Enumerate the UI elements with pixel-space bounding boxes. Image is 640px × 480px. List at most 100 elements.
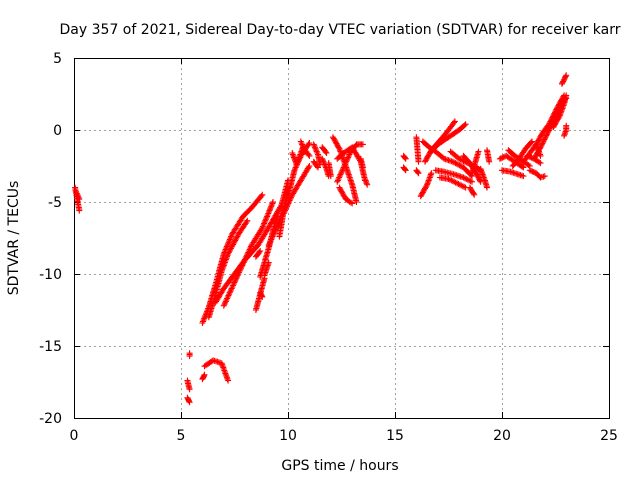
data-point: [258, 226, 265, 233]
data-point: [341, 163, 348, 169]
data-point: [557, 109, 564, 116]
data-point: [526, 167, 533, 174]
data-point: [260, 222, 267, 228]
data-point: [535, 148, 542, 155]
data-point: [553, 119, 560, 125]
data-point: [364, 181, 371, 188]
data-point: [535, 137, 542, 144]
data-point: [537, 160, 544, 167]
data-point: [555, 115, 562, 122]
data-point: [334, 178, 341, 185]
data-point: [219, 265, 226, 272]
data-point: [543, 131, 550, 138]
data-point: [542, 135, 548, 142]
data-point: [305, 141, 312, 148]
data-point: [332, 138, 339, 144]
x-tick-label: 25: [600, 428, 618, 444]
data-point: [258, 193, 265, 199]
data-point: [223, 296, 230, 303]
y-tick-label: -5: [48, 195, 62, 211]
data-point: [241, 256, 248, 263]
data-point: [402, 167, 409, 174]
data-point: [186, 398, 192, 405]
data-point: [225, 249, 232, 256]
data-point: [449, 158, 456, 165]
data-point: [297, 150, 304, 156]
data-point: [231, 238, 238, 245]
data-point: [536, 136, 543, 143]
data-point: [454, 180, 461, 187]
series-arc-c: [310, 134, 371, 207]
data-point: [227, 246, 234, 253]
data-point: [73, 190, 80, 197]
x-axis-label: GPS time / hours: [281, 458, 398, 474]
data-point: [456, 162, 463, 169]
data-point: [246, 246, 253, 253]
data-point: [230, 240, 237, 247]
data-point: [339, 189, 346, 196]
data-point: [289, 151, 296, 158]
data-point: [244, 250, 251, 257]
data-point: [556, 113, 563, 120]
data-point: [241, 258, 248, 264]
data-point: [233, 275, 240, 282]
y-tick-label: -10: [39, 267, 62, 283]
data-point: [306, 152, 313, 159]
data-point: [415, 158, 422, 165]
data-point: [563, 72, 570, 79]
data-point: [262, 217, 269, 224]
data-point: [238, 263, 245, 270]
data-point: [455, 161, 462, 168]
data-point: [448, 177, 455, 184]
data-point: [349, 200, 356, 207]
plot-frame: [74, 58, 610, 419]
data-point: [353, 199, 360, 205]
data-point: [228, 285, 235, 292]
data-point: [274, 213, 281, 220]
data-point: [422, 158, 428, 165]
data-point: [264, 213, 271, 220]
data-point: [545, 128, 552, 135]
data-point: [461, 183, 468, 190]
data-point: [362, 176, 368, 182]
data-point: [418, 192, 425, 198]
data-point: [244, 217, 251, 224]
data-point: [225, 250, 232, 257]
y-tick-label: -20: [39, 411, 62, 427]
data-point: [415, 170, 422, 177]
data-point: [336, 184, 343, 191]
data-point: [498, 155, 505, 162]
data-point: [269, 200, 276, 207]
data-point: [222, 299, 229, 306]
x-tick-label: 0: [70, 428, 79, 444]
data-point: [343, 157, 350, 164]
data-point: [267, 206, 273, 213]
x-tick-label: 5: [177, 428, 186, 444]
data-point: [546, 126, 553, 133]
data-point: [337, 171, 344, 178]
data-point: [541, 173, 548, 180]
chart-title: Day 357 of 2021, Sidereal Day-to-day VTE…: [60, 22, 621, 38]
data-point: [422, 184, 429, 191]
series-start: [72, 184, 83, 214]
data-point: [235, 271, 242, 277]
data-point: [363, 180, 370, 187]
data-point: [319, 155, 326, 162]
data-point: [529, 138, 535, 145]
data-point: [470, 190, 477, 197]
data-point: [227, 235, 234, 241]
data-point: [562, 129, 569, 136]
data-point: [547, 124, 554, 131]
data-point: [461, 122, 468, 129]
data-point: [344, 155, 351, 162]
data-point: [259, 294, 266, 300]
data-point: [335, 144, 342, 151]
data-point: [234, 272, 241, 279]
data-point: [239, 260, 246, 267]
data-point: [338, 170, 345, 177]
data-point: [299, 141, 306, 148]
data-point: [359, 164, 366, 171]
data-point: [313, 148, 320, 155]
data-point: [538, 141, 545, 148]
